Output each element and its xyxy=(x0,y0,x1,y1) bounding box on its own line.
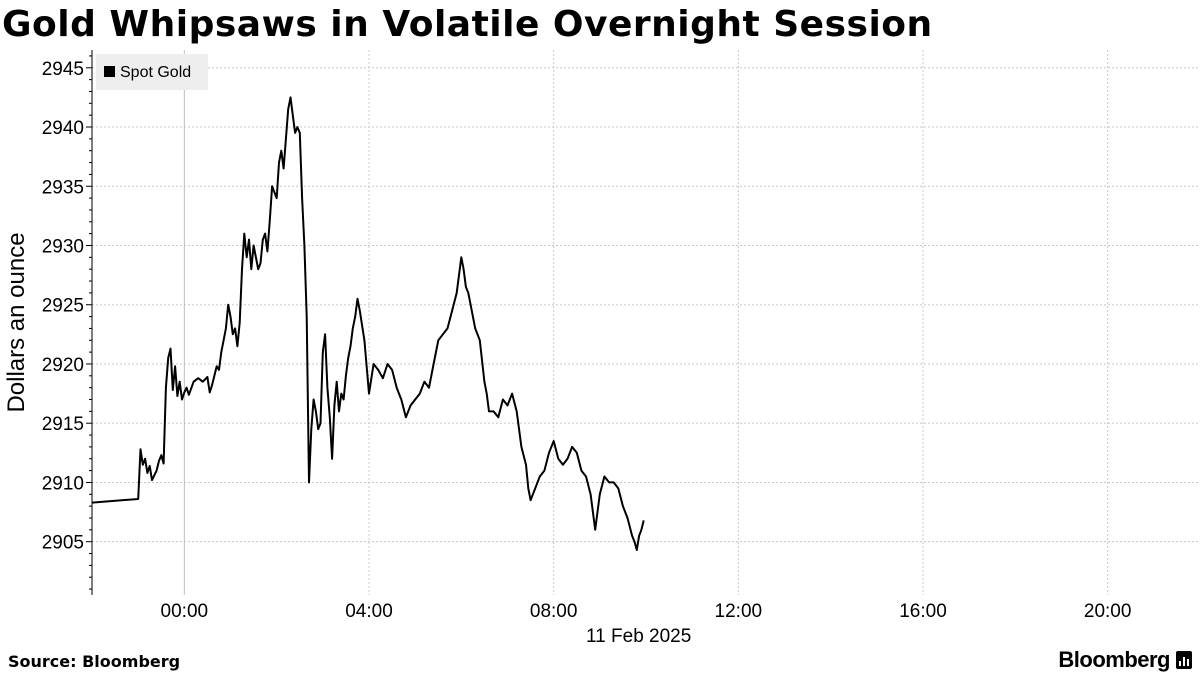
x-axis-date-label: 11 Feb 2025 xyxy=(586,626,691,647)
x-tick-label: 04:00 xyxy=(345,601,393,622)
chart-title: Gold Whipsaws in Volatile Overnight Sess… xyxy=(2,4,933,45)
grid-lines xyxy=(86,50,1200,595)
legend: Spot Gold xyxy=(96,54,208,90)
bloomberg-terminal-icon xyxy=(1176,651,1192,669)
y-tick-label: 2940 xyxy=(42,118,84,139)
x-tick-label: 08:00 xyxy=(530,601,578,622)
x-tick-label: 12:00 xyxy=(715,601,763,622)
y-tick-label: 2905 xyxy=(42,533,84,554)
y-axis-label: Dollars an ounce xyxy=(3,232,30,412)
y-tick-label: 2935 xyxy=(42,177,84,198)
brand-name: Bloomberg xyxy=(1058,647,1170,672)
source-label: Source: xyxy=(8,652,77,671)
y-tick-label: 2925 xyxy=(42,296,84,317)
x-tick-label: 16:00 xyxy=(899,601,947,622)
legend-label: Spot Gold xyxy=(120,64,191,81)
legend-swatch xyxy=(104,66,115,77)
source-name: Bloomberg xyxy=(82,652,181,671)
y-tick-label: 2945 xyxy=(42,59,84,80)
bloomberg-logo: Bloomberg xyxy=(1058,647,1192,673)
x-tick-label: 00:00 xyxy=(161,601,209,622)
y-tick-label: 2910 xyxy=(42,473,84,494)
y-tick-label: 2915 xyxy=(42,414,84,435)
y-tick-label: 2920 xyxy=(42,355,84,376)
source-note: Source: Bloomberg xyxy=(8,652,180,671)
x-tick-label: 20:00 xyxy=(1084,601,1132,622)
y-tick-label: 2930 xyxy=(42,236,84,257)
series-line-spot-gold xyxy=(91,96,645,551)
